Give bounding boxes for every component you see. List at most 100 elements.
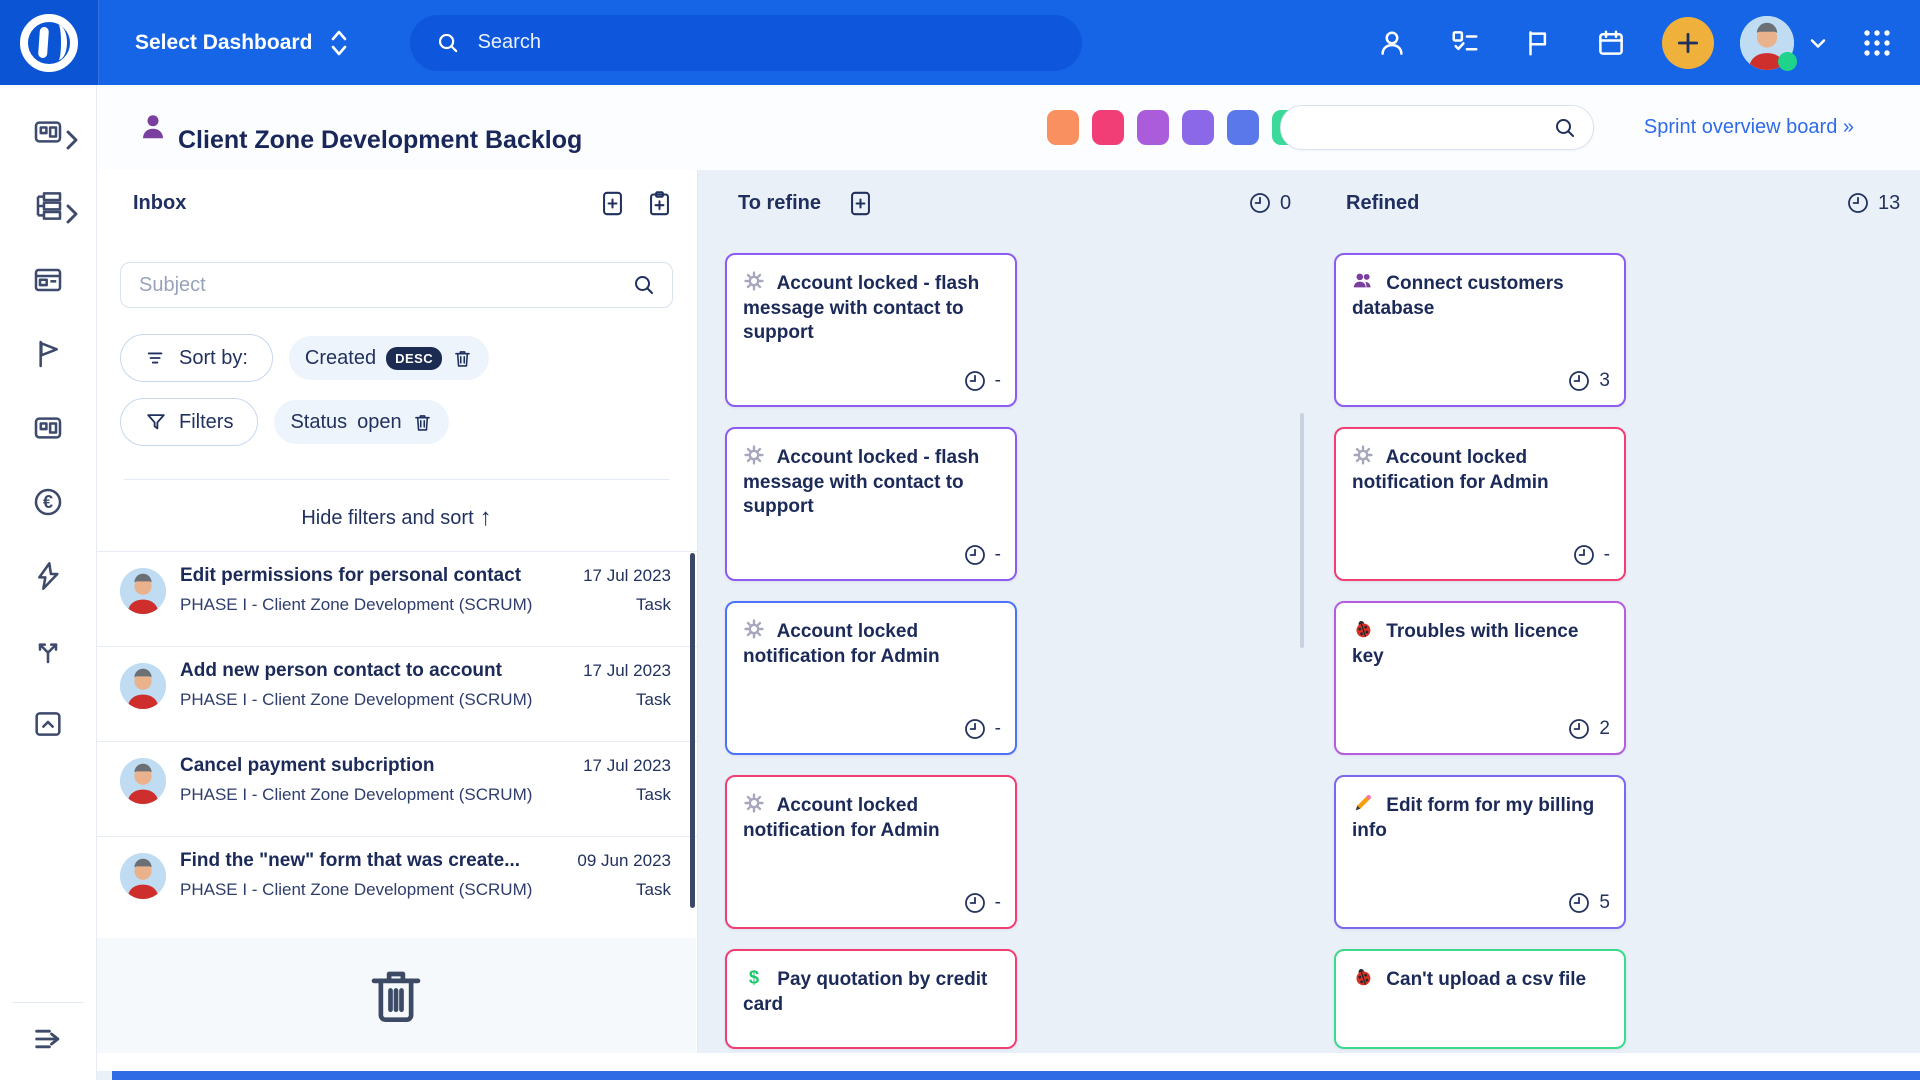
- funnel-icon: [147, 414, 165, 430]
- ladybug-icon: [1352, 966, 1374, 988]
- topbar: Select Dashboard: [0, 0, 1920, 85]
- people-icon: [1352, 270, 1374, 292]
- sort-lines-icon: [147, 352, 163, 364]
- kanban-card[interactable]: Can't upload a csv file: [1334, 949, 1626, 1049]
- add-card-icon[interactable]: [847, 190, 874, 217]
- card-hours-value: -: [994, 892, 1001, 913]
- assignee-avatar: [120, 853, 166, 899]
- global-search[interactable]: [410, 14, 1083, 71]
- kanban-card[interactable]: Troubles with licence key 2: [1334, 601, 1626, 755]
- kanban-card[interactable]: Account locked notification for Admin -: [725, 601, 1017, 755]
- task-type-badge: Task: [636, 690, 671, 709]
- card-hours: -: [1572, 543, 1610, 567]
- kanban-card[interactable]: Account locked notification for Admin -: [725, 775, 1017, 929]
- inbox-task-row[interactable]: Find the "new" form that was create... 0…: [96, 836, 697, 931]
- sidebar-item-pages[interactable]: [0, 243, 96, 317]
- task-title: Edit permissions for personal contact: [180, 565, 522, 586]
- color-swatch[interactable]: [1092, 110, 1124, 145]
- task-title: Add new person contact to account: [180, 660, 502, 681]
- color-swatch[interactable]: [1047, 110, 1079, 145]
- card-title-text: Pay quotation by credit card: [743, 969, 988, 1015]
- kanban-card[interactable]: Account locked - flash message with cont…: [725, 253, 1017, 407]
- task-type-badge: Task: [636, 785, 671, 804]
- global-search-input[interactable]: [475, 30, 1057, 55]
- to-refine-cards: Account locked - flash message with cont…: [725, 253, 1017, 1049]
- user-icon[interactable]: [1377, 28, 1407, 58]
- app-logo-icon: [20, 13, 78, 72]
- gear-icon: [743, 792, 765, 814]
- add-card-icon[interactable]: [599, 190, 626, 217]
- sidebar-item-boards[interactable]: [0, 391, 96, 465]
- task-type-badge: Task: [636, 880, 671, 899]
- dashboard-selector[interactable]: Select Dashboard: [135, 28, 350, 58]
- subject-filter-input[interactable]: [137, 272, 632, 298]
- filter-chip-status[interactable]: Status open: [274, 400, 449, 444]
- subject-filter[interactable]: [120, 262, 673, 308]
- inbox-task-row[interactable]: Add new person contact to account 17 Jul…: [96, 646, 697, 741]
- color-swatch[interactable]: [1227, 110, 1259, 145]
- to-refine-column-header: To refine: [738, 170, 874, 236]
- sidebar-expand-button[interactable]: [0, 1011, 96, 1067]
- sidebar-item-workflow[interactable]: [0, 613, 96, 687]
- filters-divider: [124, 479, 669, 480]
- tasks-checklist-icon[interactable]: [1450, 28, 1480, 58]
- sidebar-item-updates[interactable]: [0, 687, 96, 761]
- sort-by-button[interactable]: Sort by:: [120, 334, 273, 382]
- inbox-task-row[interactable]: Cancel payment subcription 17 Jul 2023 P…: [96, 741, 697, 836]
- search-icon: [439, 33, 458, 52]
- flag-icon[interactable]: [1523, 28, 1553, 58]
- sprint-overview-link[interactable]: Sprint overview board »: [1643, 116, 1854, 138]
- user-avatar-menu[interactable]: [1740, 15, 1797, 71]
- sidebar-item-project-tree[interactable]: [0, 169, 96, 243]
- remove-filter-icon[interactable]: [412, 412, 433, 433]
- board-search[interactable]: [1280, 105, 1594, 150]
- add-from-clipboard-icon[interactable]: [646, 190, 673, 217]
- kanban-card[interactable]: Connect customers database 3: [1334, 253, 1626, 407]
- plus-icon: [1677, 32, 1699, 53]
- filters-button[interactable]: Filters: [120, 398, 259, 446]
- assignee-avatar: [120, 568, 166, 614]
- remove-sort-icon[interactable]: [452, 348, 473, 369]
- gear-icon: [743, 618, 765, 640]
- color-swatch[interactable]: [1182, 110, 1214, 145]
- inbox-scrollbar[interactable]: [690, 553, 695, 908]
- inbox-column-header: Inbox: [96, 170, 697, 236]
- card-title-text: Account locked notification for Admin: [743, 621, 940, 667]
- clock-icon: [1573, 545, 1594, 565]
- apps-grid-icon[interactable]: [1860, 26, 1894, 60]
- dashboard-panel-icon: [34, 417, 62, 439]
- column-scrollbar[interactable]: [1300, 413, 1304, 648]
- card-hours-value: 2: [1599, 718, 1610, 739]
- chevron-down-icon[interactable]: [1806, 31, 1830, 55]
- sidebar-item-finance[interactable]: €: [0, 465, 96, 539]
- tree-structure-icon: [36, 192, 62, 220]
- clock-icon: [1848, 193, 1868, 213]
- trash-drop-zone[interactable]: [96, 938, 696, 1053]
- board-search-input[interactable]: [1297, 115, 1553, 140]
- search-icon: [1556, 118, 1574, 137]
- color-swatch[interactable]: [1137, 110, 1169, 145]
- inbox-task-row[interactable]: Edit permissions for personal contact 17…: [96, 551, 697, 646]
- sidebar-item-milestones[interactable]: [0, 317, 96, 391]
- calendar-icon[interactable]: [1596, 28, 1626, 58]
- hide-filters-link[interactable]: Hide filters and sort ↑: [96, 496, 697, 540]
- kanban-card[interactable]: $ Pay quotation by credit card: [725, 949, 1017, 1049]
- clock-icon: [964, 719, 985, 739]
- sidebar-item-quick-actions[interactable]: [0, 539, 96, 613]
- app-logo[interactable]: [0, 0, 99, 85]
- dashboard-panel-icon: [34, 121, 62, 143]
- create-new-button[interactable]: [1662, 16, 1714, 69]
- sort-direction-badge[interactable]: DESC: [386, 346, 443, 370]
- card-hours: -: [963, 717, 1001, 741]
- sidebar-item-dashboards[interactable]: [0, 95, 96, 169]
- card-title-text: Troubles with licence key: [1352, 621, 1579, 667]
- horizontal-scrollbar[interactable]: [112, 1071, 1920, 1080]
- assignee-avatar: [120, 663, 166, 709]
- kanban-card[interactable]: Account locked notification for Admin -: [1334, 427, 1626, 581]
- kanban-card[interactable]: Edit form for my billing info 5: [1334, 775, 1626, 929]
- browser-window-icon: [34, 268, 62, 292]
- pencil-icon: [1352, 792, 1374, 814]
- kanban-card[interactable]: Account locked - flash message with cont…: [725, 427, 1017, 581]
- page-header: Client Zone Development Backlog Sprint o…: [96, 85, 1920, 170]
- sort-chip-created[interactable]: Created DESC: [288, 336, 490, 380]
